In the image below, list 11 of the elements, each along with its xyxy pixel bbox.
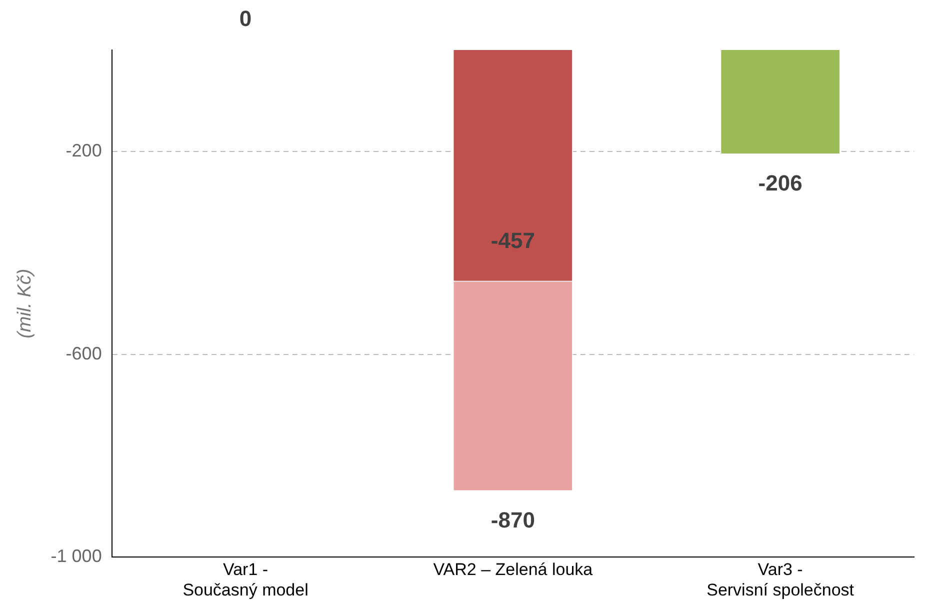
data-label: -870 (490, 507, 535, 532)
x-tick-label: Var3 - Servisní společnost (706, 560, 854, 600)
y-axis-title: (mil. Kč) (14, 268, 36, 338)
y-tick-label: -200 (66, 140, 102, 160)
x-tick-label: VAR2 – Zelená louka (433, 560, 594, 580)
y-tick-label: -600 (66, 343, 102, 364)
data-label: -206 (758, 170, 802, 196)
data-label: -457 (490, 228, 535, 253)
y-tick-label: -1 000 (50, 546, 102, 566)
x-tick-label: Var1 - Současný model (182, 560, 308, 600)
data-label: 0 (239, 6, 252, 32)
